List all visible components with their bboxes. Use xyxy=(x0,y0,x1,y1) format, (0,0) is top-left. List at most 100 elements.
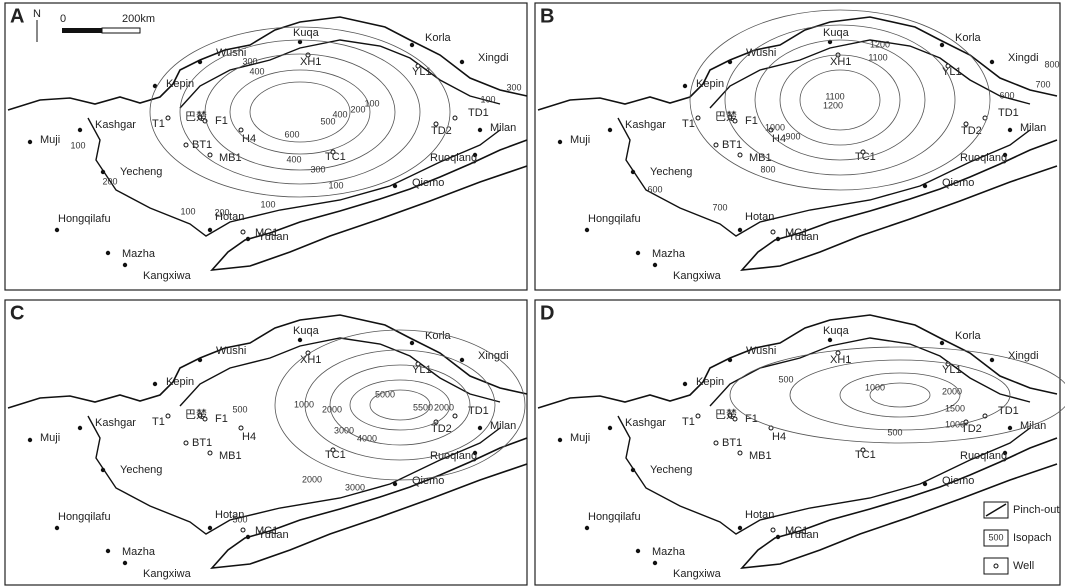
city-dot xyxy=(939,42,945,48)
city-label: Muji xyxy=(40,134,60,146)
city-dot xyxy=(630,169,636,175)
well-marker xyxy=(695,413,701,419)
well-marker xyxy=(770,527,776,533)
panel-letter: A xyxy=(10,5,24,27)
city-dot xyxy=(635,250,641,256)
legend-isopach-sample: 500 xyxy=(988,532,1003,542)
contour-label: 5000 xyxy=(375,389,395,399)
city-label: Muji xyxy=(40,432,60,444)
well-label: 巴楚 xyxy=(715,109,737,123)
well-label: T1 xyxy=(682,118,695,130)
well-marker xyxy=(240,229,246,235)
well-label: F1 xyxy=(215,413,228,425)
well-marker xyxy=(202,416,208,422)
scale-bar-dark xyxy=(62,28,102,33)
city-label: Wushi xyxy=(746,47,776,59)
contour-label: 4000 xyxy=(357,433,377,443)
well-label: XH1 xyxy=(830,56,851,68)
well-label: TD1 xyxy=(998,107,1019,119)
city-label: Wushi xyxy=(216,345,246,357)
city-dot xyxy=(727,357,733,363)
basin-north-boundary xyxy=(7,314,528,409)
well-label: YL1 xyxy=(942,364,962,376)
city-label: Kashgar xyxy=(625,119,666,131)
well-marker xyxy=(945,63,951,69)
city-dot xyxy=(737,525,743,531)
well-marker xyxy=(727,412,733,418)
city-dot xyxy=(989,357,995,363)
city-dot xyxy=(607,425,613,431)
isopach-line xyxy=(249,81,351,143)
basin-south-boundary xyxy=(210,437,528,570)
isopach-line xyxy=(274,329,526,481)
well-label: TC1 xyxy=(855,151,876,163)
well-label: YL1 xyxy=(942,66,962,78)
well-marker xyxy=(860,149,866,155)
contour-label: 2000 xyxy=(434,402,454,412)
well-label: XH1 xyxy=(300,354,321,366)
isopach-line xyxy=(724,24,956,176)
well-label: MC1 xyxy=(785,227,808,239)
well-marker xyxy=(695,115,701,121)
well-marker xyxy=(415,63,421,69)
city-dot xyxy=(152,83,158,89)
well-label: T1 xyxy=(682,416,695,428)
well-marker xyxy=(207,152,213,158)
well-marker xyxy=(963,121,969,127)
city-dot xyxy=(939,340,945,346)
well-label: H4 xyxy=(242,431,256,443)
pinch-out-line xyxy=(87,39,501,237)
city-label: Hotan xyxy=(745,211,774,223)
city-dot xyxy=(1007,425,1013,431)
panel-frame xyxy=(4,2,528,291)
contour-label: 1200 xyxy=(823,100,843,110)
city-label: Korla xyxy=(425,32,452,44)
well-marker xyxy=(165,115,171,121)
well-label: MB1 xyxy=(219,450,242,462)
contour-label: 3000 xyxy=(334,425,354,435)
contour-label: 800 xyxy=(1044,59,1059,69)
isopach-line xyxy=(179,39,421,185)
city-label: Hongqilafu xyxy=(58,511,111,523)
well-label: BT1 xyxy=(722,437,742,449)
city-dot xyxy=(922,481,928,487)
well-marker xyxy=(240,527,246,533)
city-label: Kangxiwa xyxy=(143,568,192,580)
city-dot xyxy=(584,525,590,531)
well-marker xyxy=(197,412,203,418)
city-label: Qiemo xyxy=(412,475,444,487)
contour-label: 200 xyxy=(102,176,117,186)
contour-label: 400 xyxy=(286,154,301,164)
isopach-line xyxy=(349,379,451,431)
panel-map: Wushi Kuqa Korla Xingdi Kepin Kashgar Muji Yech… xyxy=(537,16,1058,282)
contour-label: 3000 xyxy=(345,482,365,492)
city-dot xyxy=(245,534,251,540)
city-dot xyxy=(1002,450,1008,456)
city-dot xyxy=(105,548,111,554)
contour-label: 300 xyxy=(506,82,521,92)
well-label: TD2 xyxy=(961,423,982,435)
well-label: BT1 xyxy=(722,139,742,151)
city-label: Kashgar xyxy=(95,417,136,429)
north-label: N xyxy=(33,8,41,20)
city-dot xyxy=(100,467,106,473)
well-marker xyxy=(207,450,213,456)
city-dot xyxy=(54,525,60,531)
city-dot xyxy=(607,127,613,133)
legend-label: Isopach xyxy=(1013,532,1052,544)
city-dot xyxy=(635,548,641,554)
city-label: Muji xyxy=(570,432,590,444)
city-label: Kangxiwa xyxy=(673,568,722,580)
city-dot xyxy=(827,39,833,45)
isopach-line xyxy=(304,349,496,461)
contour-label: 800 xyxy=(760,164,775,174)
pinch-out-line xyxy=(617,39,1031,237)
city-label: Qiemo xyxy=(942,475,974,487)
city-dot xyxy=(477,425,483,431)
well-marker xyxy=(452,115,458,121)
isopach-line xyxy=(789,359,1011,431)
contour-label: 600 xyxy=(284,129,299,139)
isopach-line xyxy=(229,69,371,155)
city-label: Milan xyxy=(490,420,516,432)
city-label: Wushi xyxy=(746,345,776,357)
